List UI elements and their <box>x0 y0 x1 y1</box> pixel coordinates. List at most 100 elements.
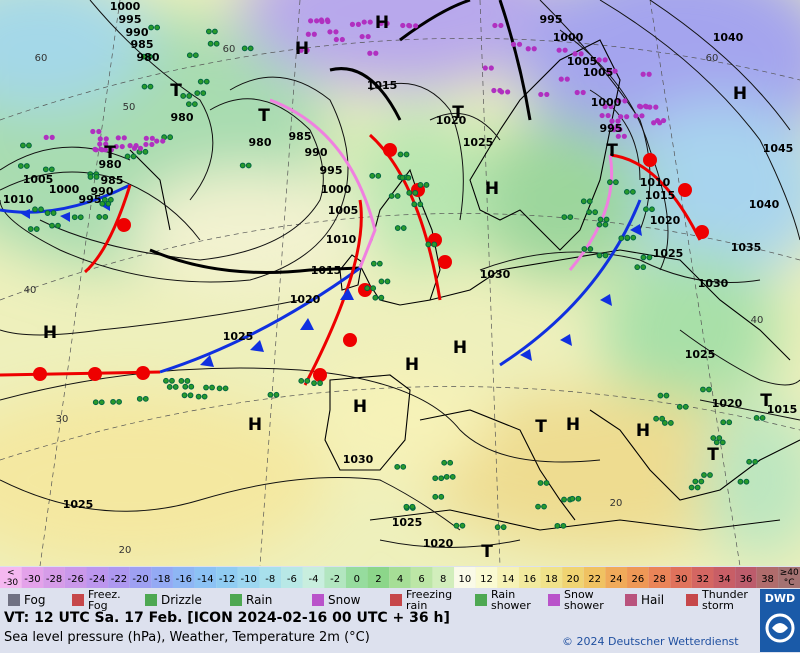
rain-dot <box>209 384 215 391</box>
rain-dot <box>203 384 209 391</box>
scale-box <box>756 567 779 588</box>
rain-dot <box>98 399 105 406</box>
rain-dot <box>247 45 254 52</box>
snow-dot <box>339 36 345 43</box>
rain-dot <box>370 285 377 292</box>
snow-dot <box>602 103 608 110</box>
pressure-label: 1030 <box>698 277 729 290</box>
snow-dot <box>103 136 109 142</box>
rain-dot <box>110 398 116 405</box>
scale-box <box>194 567 217 588</box>
weather-legend-label: Freez. <box>88 588 121 601</box>
snow-dot <box>639 113 645 119</box>
pressure-label: 1010 <box>3 193 34 206</box>
rain-dot <box>759 414 766 421</box>
isotherm-label: 40 <box>24 285 37 296</box>
pressure-label: 1020 <box>423 537 454 550</box>
rain-dot <box>640 254 647 261</box>
pressure-label: 980 <box>249 136 272 149</box>
snow-dot <box>314 18 320 24</box>
scale-box <box>302 567 325 588</box>
weather-icon <box>625 594 637 606</box>
rain-dot <box>33 226 40 232</box>
scale-label: 20 <box>567 574 580 585</box>
rain-dot <box>432 493 439 500</box>
pressure-center: T <box>452 103 464 123</box>
pressure-center: H <box>375 13 389 33</box>
snow-dot <box>606 68 612 74</box>
weather-icon <box>686 594 698 606</box>
rain-dot <box>211 28 218 35</box>
pressure-label: 1010 <box>640 176 671 189</box>
scale-box <box>43 567 65 588</box>
rain-dot <box>541 503 547 510</box>
rain-dot <box>500 524 507 531</box>
scale-box <box>21 567 44 588</box>
snow-dot <box>531 46 537 52</box>
rain-dot <box>412 189 419 196</box>
pressure-label: 985 <box>289 130 312 143</box>
rain-dot <box>561 214 568 221</box>
snow-dot <box>492 22 498 29</box>
pressure-label: 1030 <box>480 268 511 281</box>
snow-dot <box>406 22 412 29</box>
rain-dot <box>423 182 430 188</box>
rain-dot <box>42 166 49 173</box>
scale-box <box>281 567 303 588</box>
pressure-label: 1030 <box>343 453 374 466</box>
valid-time: VT: 12 UTC Sa. 17 Feb. [ICON 2024-02-16 … <box>4 610 450 626</box>
snow-dot <box>616 98 622 104</box>
pressure-center: H <box>485 179 499 199</box>
rain-dot <box>560 522 567 529</box>
scale-box <box>670 567 692 588</box>
copyright: © 2024 Deutscher Wetterdienst <box>562 635 739 648</box>
rain-dot <box>596 252 603 259</box>
pressure-label: 1020 <box>712 397 743 410</box>
rain-dot <box>32 206 38 213</box>
logo-icon-inner <box>772 623 788 633</box>
scale-label: -30 <box>3 578 18 588</box>
rain-dot <box>195 393 202 400</box>
pressure-label: 1015 <box>645 189 676 202</box>
scale-label: -6 <box>287 574 297 585</box>
rain-dot <box>188 383 195 390</box>
rain-dot <box>400 463 407 470</box>
rain-dot <box>586 209 593 216</box>
snow-dot <box>304 47 310 53</box>
snow-dot <box>96 128 102 135</box>
weather-legend-label: Fog <box>88 599 108 612</box>
rain-dot <box>580 198 587 205</box>
rain-dot <box>267 391 274 398</box>
snow-dot <box>119 143 125 150</box>
rain-dot <box>50 210 57 216</box>
snow-dot <box>646 71 652 77</box>
rain-dot <box>431 241 438 248</box>
rain-dot <box>23 163 30 169</box>
pressure-center: T <box>606 141 618 161</box>
pressure-label: 1020 <box>290 293 321 306</box>
snow-dot <box>657 120 663 126</box>
rain-dot <box>26 142 32 149</box>
rain-dot <box>273 391 280 398</box>
isotherm-label: 20 <box>610 498 623 509</box>
rain-dot <box>38 206 44 213</box>
rain-dot <box>148 24 155 31</box>
rain-dot <box>432 475 439 482</box>
rain-dot <box>388 193 395 199</box>
rain-dot <box>166 384 173 390</box>
rain-dot <box>394 225 401 231</box>
pressure-label: 995 <box>119 13 142 26</box>
isotherm-label: 20 <box>119 545 132 556</box>
weather-legend-label: Fog <box>24 593 45 607</box>
snow-dot <box>622 98 628 104</box>
pressure-center: T <box>481 542 493 562</box>
isotherm-label: 60 <box>223 44 236 55</box>
snow-dot <box>498 22 504 29</box>
snow-dot <box>143 141 149 148</box>
pressure-label: 1010 <box>326 233 357 246</box>
rain-dot <box>618 235 625 242</box>
rain-dot <box>746 458 753 465</box>
rain-dot <box>378 278 385 285</box>
isotherm-label: 60 <box>706 53 719 64</box>
pressure-label: 1005 <box>583 66 614 79</box>
